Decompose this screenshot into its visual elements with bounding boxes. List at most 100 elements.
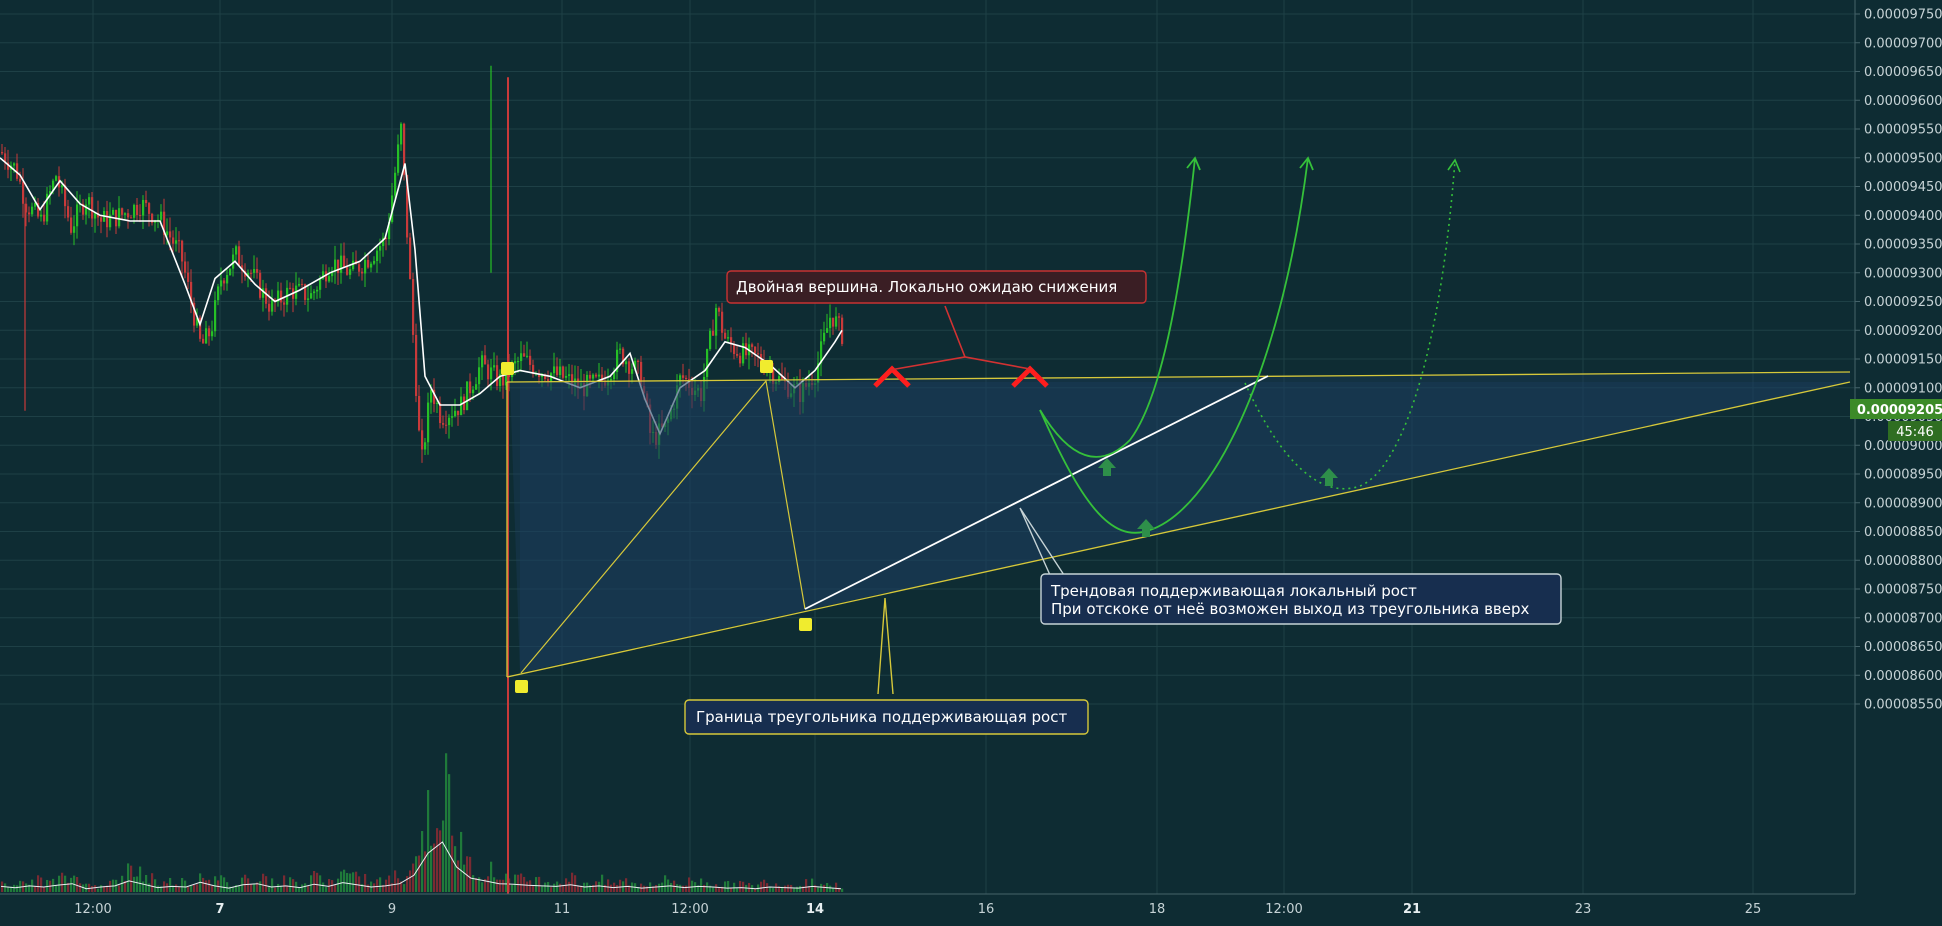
triangle-fill (510, 372, 1850, 673)
annotation-double-top-box[interactable] (726, 270, 1147, 304)
volume-bar (178, 887, 181, 892)
candle-body (523, 353, 526, 357)
annotation-triangle-box[interactable] (684, 699, 1089, 735)
candle-body (520, 353, 523, 362)
volume-bar (445, 753, 448, 892)
volume-bar (469, 856, 472, 892)
trend-callout-pointer (1019, 507, 1065, 576)
volume-bar (637, 887, 640, 892)
pivot-marker-2[interactable] (760, 360, 773, 373)
volume-bar (724, 881, 727, 892)
volume-bar (193, 884, 196, 892)
candle-body (307, 298, 310, 300)
candle-body (301, 283, 304, 285)
volume-bar (838, 887, 841, 892)
pivot-marker-4[interactable] (799, 618, 812, 631)
candle-body (673, 408, 676, 410)
volume-bar (793, 888, 796, 892)
candle-body (832, 317, 835, 327)
candle-body (13, 163, 16, 166)
volume-bar (661, 882, 664, 892)
volume-bar (388, 875, 391, 892)
annotation-trend-box[interactable] (1040, 573, 1562, 625)
candle-body (808, 382, 811, 387)
candle-body (43, 214, 46, 222)
candle-body (418, 395, 421, 431)
pivot-marker-1[interactable] (501, 362, 514, 375)
volume-bar (604, 884, 607, 892)
candle-body (790, 393, 793, 397)
volume-bar (664, 875, 667, 892)
candle-body (196, 317, 199, 326)
annotation-double-top-text: Двойная вершина. Локально ожидаю снижени… (736, 278, 1117, 296)
last-price-badge: 0.00009205 45:46 (1850, 399, 1942, 441)
volume-bar (277, 883, 280, 892)
volume-bar (721, 886, 724, 892)
volume-bar (433, 843, 436, 892)
price-tick-label: 0.00009350 (1864, 238, 1942, 253)
volume-bar (352, 872, 355, 892)
candle-body (7, 162, 10, 170)
candle-body (151, 213, 154, 223)
candle-body (397, 144, 400, 173)
candle-body (703, 376, 706, 402)
candle-body (214, 300, 217, 332)
candle-body (721, 311, 724, 333)
volume-bar (670, 882, 673, 892)
volume-bar (139, 866, 142, 892)
volume-bar (118, 885, 121, 892)
time-tick-label: 18 (1149, 902, 1166, 917)
candle-body (709, 330, 712, 350)
volume-bar (106, 885, 109, 892)
candle-body (412, 279, 415, 335)
candle-body (70, 217, 73, 233)
candle-body (517, 361, 520, 363)
volume-bar (439, 830, 442, 892)
price-tick-label: 0.00009400 (1864, 209, 1942, 224)
candle-body (736, 353, 739, 356)
volume-bar (592, 885, 595, 892)
volume-bar (262, 873, 265, 892)
candle-body (727, 337, 730, 339)
volume-bar (130, 865, 133, 892)
candle-body (106, 211, 109, 228)
moving-average-line (0, 157, 843, 436)
candle-body (97, 213, 100, 218)
time-tick-label: 16 (978, 902, 995, 917)
price-tick-label: 0.00009500 (1864, 151, 1942, 166)
volume-bar (820, 883, 823, 892)
projection-arrowhead-1 (1186, 156, 1201, 171)
candle-body (778, 376, 781, 383)
candle-body (406, 174, 409, 238)
volume-bar (460, 831, 463, 892)
volume-bar (334, 884, 337, 892)
candle-body (208, 328, 211, 337)
candle-body (448, 417, 451, 426)
candle-body (343, 255, 346, 268)
candle-body (379, 246, 382, 251)
volume-bar (802, 886, 805, 892)
volume-bar (175, 884, 178, 892)
volume-bar (562, 884, 565, 892)
candle-body (262, 288, 265, 298)
volume-bar (601, 874, 604, 892)
candle-body (259, 272, 262, 298)
candle-body (568, 374, 571, 376)
candle-body (433, 389, 436, 404)
volume-bar (628, 885, 631, 892)
candle-body (388, 222, 391, 240)
pivot-marker-3[interactable] (515, 680, 528, 693)
candle-body (232, 254, 235, 269)
candle-body (313, 291, 316, 294)
candle-body (658, 423, 661, 445)
volume-bar (190, 885, 193, 892)
volume-bar (475, 878, 478, 892)
candle-body (193, 302, 196, 326)
candle-body (835, 316, 838, 327)
volume-bar (796, 886, 799, 892)
up-arrow-icon (1137, 519, 1155, 537)
volume-bar (568, 881, 571, 892)
candle-body (583, 383, 586, 397)
